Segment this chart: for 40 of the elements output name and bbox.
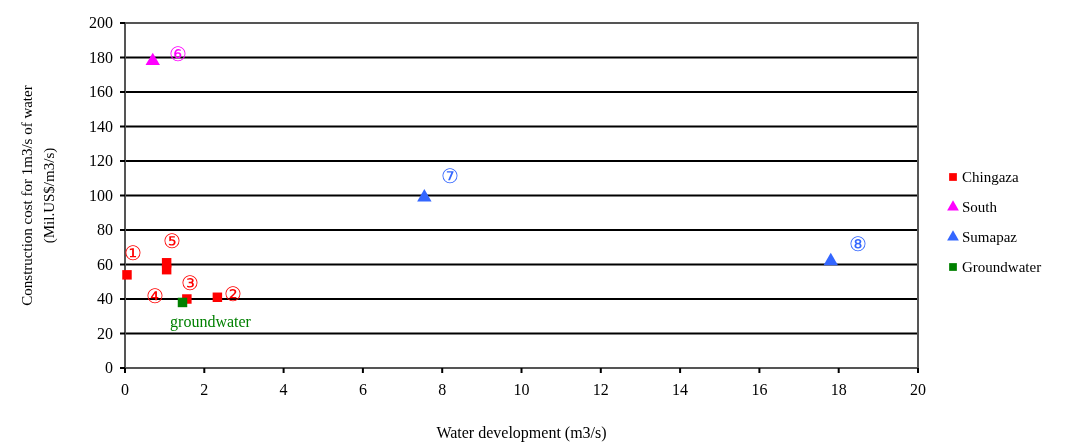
legend-label: South (962, 199, 998, 215)
y-tick-label: 60 (97, 255, 113, 273)
y-tick-label: 80 (97, 221, 113, 238)
point (122, 270, 132, 280)
x-tick-label: 16 (751, 381, 768, 398)
point (417, 188, 432, 202)
y-tick-label: 40 (97, 290, 113, 307)
point (177, 297, 188, 308)
legend-label: Chingaza (962, 169, 1019, 185)
point (145, 52, 160, 66)
y-tick-label: 120 (89, 152, 113, 169)
y-tick-label: 100 (89, 186, 113, 204)
y-tick-label: 180 (89, 48, 113, 66)
annotation: ③ (180, 272, 199, 294)
point (212, 292, 223, 303)
point (161, 258, 172, 268)
y-tick-label: 20 (97, 324, 113, 342)
x-tick-label: 4 (279, 381, 288, 398)
x-tick-label: 12 (592, 381, 609, 398)
y-tick-label: 0 (105, 359, 113, 376)
annotation: ⑧ (848, 233, 867, 256)
x-tick-label: 14 (672, 381, 689, 398)
y-tick-label: 140 (89, 117, 113, 135)
y-tick-label: 160 (89, 83, 113, 100)
annotation: ⑦ (441, 165, 460, 188)
x-tick-label: 0 (121, 381, 129, 398)
y-tick-label: 200 (89, 14, 113, 31)
x-tick-label: 10 (513, 381, 530, 398)
x-tick-label: 18 (830, 381, 847, 398)
annotation: ⑤ (162, 229, 181, 252)
x-tick-label: 6 (358, 381, 367, 398)
annotation: groundwater (170, 313, 252, 332)
x-axis-title: Water development (m3/s) (436, 424, 607, 442)
x-tick-label: 8 (438, 381, 447, 398)
legend-label: Sumapaz (962, 229, 1018, 245)
x-tick-label: 2 (200, 381, 209, 398)
y-axis-title: Construction cost for 1m3/s of water (Mil.US$/m3/s) (19, 85, 58, 306)
point (823, 252, 838, 266)
legend-label: Groundwater (962, 259, 1042, 275)
x-tick-label: 20 (910, 381, 926, 398)
